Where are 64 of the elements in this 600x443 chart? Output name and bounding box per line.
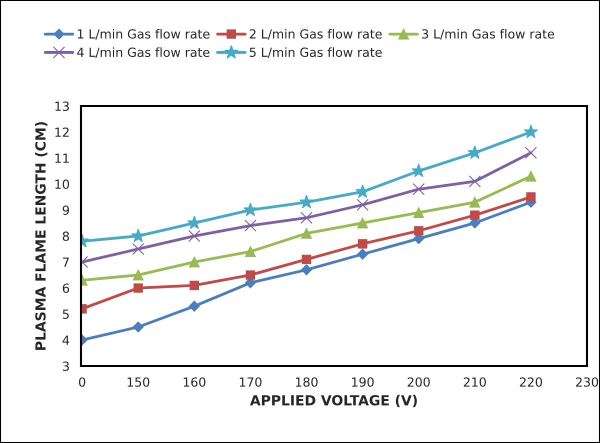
y-tick-label: 13 [55,101,69,111]
point [134,283,143,293]
y-tick-label: 3 [62,361,69,371]
x-tick-label: 190 [352,377,374,387]
point [356,198,369,211]
point [300,212,313,224]
point [414,226,424,236]
x-tick-label: 230 [576,377,598,387]
x-tick-label: 160 [184,377,206,387]
x-tick-label: 170 [240,377,262,387]
point [301,264,312,276]
point [190,280,200,290]
y-tick-label: 7 [62,258,69,267]
x-tick-label: 150 [128,377,150,387]
legend-label: 3 L/min Gas flow rate [422,28,554,40]
point [246,270,256,280]
point [243,202,258,216]
y-axis-title: PLASMA FLAME LENGTH (CM) [35,122,48,350]
point [469,196,480,208]
x-tick-label: 0 [78,377,86,387]
point [188,300,200,312]
point [245,246,256,257]
point [188,256,200,268]
point [131,228,146,242]
x-axis-title: APPLIED VOLTAGE (V) [250,394,417,408]
point [468,145,482,159]
point [357,248,368,260]
y-tick-label: 10 [55,179,70,189]
y-tick-label: 6 [62,283,70,293]
y-tick-label: 4 [62,336,70,345]
point [357,218,368,228]
y-tick-label: 11 [55,154,69,163]
point [187,216,202,230]
point [301,228,312,239]
point [302,254,312,264]
legend-label: 4 L/min Gas flow rate [77,47,210,58]
x-tick-label: 220 [520,377,542,387]
y-tick-label: 9 [62,205,70,215]
point [524,124,538,138]
point [526,170,536,182]
point [132,270,144,280]
legend-label: 5 L/min Gas flow rate [250,47,382,58]
point [468,175,481,188]
point [412,164,426,178]
point [299,194,314,208]
point [358,239,368,248]
point [244,220,256,232]
legend-label: 1 L/min Gas flow rate [78,28,210,40]
point [470,210,480,220]
x-tick-label: 180 [296,377,318,387]
point [132,322,144,332]
y-tick-label: 12 [55,127,69,137]
x-tick-label: 200 [408,377,430,387]
x-tick-label: 210 [464,377,486,387]
point [526,192,536,202]
point [413,207,424,218]
point [412,183,425,196]
y-tick-label: 5 [62,310,69,319]
point [132,242,144,256]
legend-label: 2 L/min Gas flow rate [250,28,382,40]
point [188,230,200,242]
point [355,184,370,198]
point [524,146,537,159]
y-tick-label: 8 [62,231,70,241]
